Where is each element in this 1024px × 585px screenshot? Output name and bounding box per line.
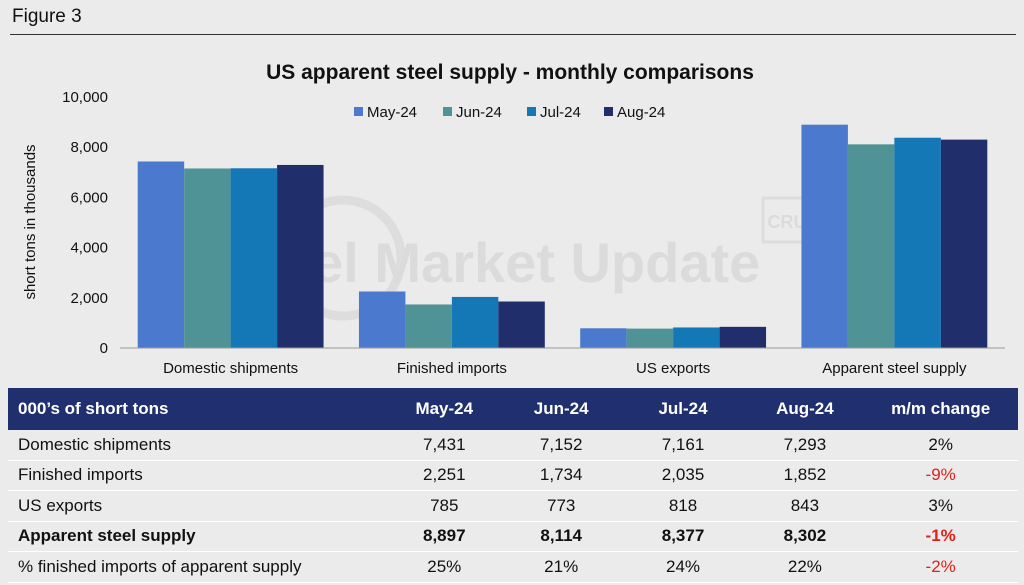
legend-swatch [604, 107, 613, 116]
table-row: Finished imports 2,251 1,734 2,035 1,852 -9% [8, 460, 1018, 491]
y-axis-title: short tons in thousands [22, 144, 39, 299]
table-cell: 7,431 [385, 430, 503, 461]
bars [137, 124, 988, 348]
legend-swatch [354, 107, 363, 116]
table-body: Domestic shipments 7,431 7,152 7,161 7,293 2%… [8, 430, 1018, 583]
figure-label: Figure 3 [12, 6, 82, 27]
legend-item: Jul-24 [527, 104, 581, 121]
table-header-label: 000’s of short tons [8, 388, 386, 430]
table-cell: 1,852 [746, 460, 864, 491]
bar-jun-24 [405, 304, 452, 348]
bar-may-24 [137, 161, 185, 348]
category-label: US exports [636, 360, 710, 377]
y-tick-label: 6,000 [70, 189, 108, 206]
y-tick-label: 2,000 [70, 290, 108, 307]
table-row: Apparent steel supply 8,897 8,114 8,377 8,30… [8, 521, 1018, 552]
row-label: Finished imports [8, 460, 386, 491]
legend-swatch [527, 107, 536, 116]
table-row: Domestic shipments 7,431 7,152 7,161 7,293 2% [8, 430, 1018, 461]
bar-may-24 [801, 124, 848, 348]
y-tick-label: 4,000 [70, 240, 108, 257]
category-label: Domestic shipments [163, 360, 298, 377]
y-tick-label: 10,000 [62, 89, 108, 106]
legend-label: Jul-24 [540, 104, 581, 121]
bar-jun-24 [184, 168, 231, 348]
change-cell: 3% [863, 490, 1018, 522]
bar-aug-24 [277, 164, 324, 348]
table-cell: 2,251 [385, 460, 503, 491]
x-axis: Domestic shipments Finished imports US exp… [163, 360, 967, 377]
table-row: % finished imports of apparent supply 25%… [8, 551, 1018, 583]
bar-jul-24 [673, 327, 720, 348]
row-label: % finished imports of apparent supply [8, 551, 386, 583]
bar-jun-24 [847, 144, 895, 348]
bar-jul-24 [894, 137, 941, 348]
table-cell: 21% [502, 551, 620, 583]
table-cell: 8,377 [619, 521, 747, 552]
bar-may-24 [358, 291, 406, 348]
bar-may-24 [580, 328, 627, 348]
change-cell: 2% [863, 430, 1018, 461]
data-table: 000’s of short tons May-24 Jun-24 Jul-24 Aug… [8, 388, 1018, 583]
table-cell: 818 [619, 490, 747, 522]
bar-jun-24 [626, 328, 674, 348]
legend-label: Jun-24 [456, 104, 502, 121]
bar-aug-24 [940, 139, 988, 348]
change-cell: -1% [863, 521, 1018, 552]
table-cell: 7,293 [746, 430, 864, 461]
table-cell: 8,302 [746, 521, 864, 552]
legend: May-24 Jun-24 Jul-24 Aug-24 [354, 104, 665, 121]
table-header-cell: Aug-24 [746, 388, 864, 430]
table-cell: 843 [746, 490, 864, 522]
table-header-cell: May-24 [385, 388, 503, 430]
bar-aug-24 [498, 301, 545, 348]
table-cell: 8,897 [385, 521, 503, 552]
watermark-stamp-text: CRU [768, 212, 807, 232]
table-header-cell: m/m change [863, 388, 1018, 430]
legend-label: May-24 [367, 104, 417, 121]
legend-item: May-24 [354, 104, 417, 121]
bar-jul-24 [230, 168, 278, 348]
y-tick-label: 0 [100, 340, 108, 357]
figure-divider [10, 34, 1016, 35]
table-header-cell: Jun-24 [502, 388, 620, 430]
chart-title: US apparent steel supply - monthly compa… [266, 61, 754, 84]
table-cell: 2,035 [619, 460, 747, 491]
table-cell: 24% [619, 551, 747, 583]
y-tick-label: 8,000 [70, 139, 108, 156]
bar-aug-24 [719, 326, 767, 348]
table-cell: 22% [746, 551, 864, 583]
legend-swatch [443, 107, 452, 116]
legend-label: Aug-24 [617, 104, 665, 121]
table-header-row: 000’s of short tons May-24 Jun-24 Jul-24 Aug… [8, 388, 1018, 430]
category-label: Finished imports [397, 360, 507, 377]
row-label: US exports [8, 490, 386, 522]
table-cell: 1,734 [502, 460, 620, 491]
chart: Steel Market Update CRU US apparent stee… [22, 61, 1005, 377]
table-cell: 773 [502, 490, 620, 522]
change-cell: -9% [863, 460, 1018, 491]
table-cell: 785 [385, 490, 503, 522]
table-cell: 7,161 [619, 430, 747, 461]
row-label: Apparent steel supply [8, 521, 386, 552]
category-label: Apparent steel supply [822, 360, 967, 377]
table-cell: 7,152 [502, 430, 620, 461]
legend-item: Aug-24 [604, 104, 665, 121]
table-row: US exports 785 773 818 843 3% [8, 490, 1018, 522]
table-cell: 25% [385, 551, 503, 583]
legend-item: Jun-24 [443, 104, 502, 121]
table-header-cell: Jul-24 [619, 388, 747, 430]
change-cell: -2% [863, 551, 1018, 583]
row-label: Domestic shipments [8, 430, 386, 461]
table-cell: 8,114 [502, 521, 620, 552]
y-axis: 0 2,000 4,000 6,000 8,000 10,000 [62, 89, 108, 357]
bar-jul-24 [451, 296, 499, 348]
